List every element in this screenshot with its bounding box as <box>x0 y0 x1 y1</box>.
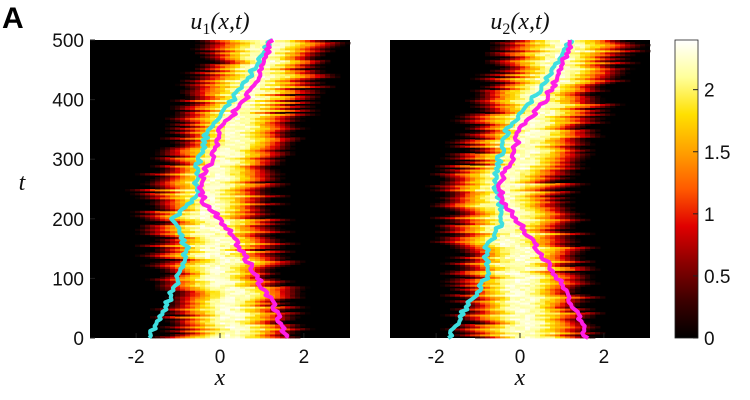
x-tick-label: 0 <box>515 347 526 368</box>
y-tick-label: 500 <box>52 31 84 52</box>
colorbar-tick-label: 0.5 <box>704 267 730 288</box>
y-tick-label: 300 <box>52 150 84 171</box>
panel1-ylabel: t <box>19 170 27 196</box>
panel1-x-ticks: -2 0 2 <box>128 333 309 368</box>
panel1-y-ticks: 0 100 200 300 400 500 <box>52 31 95 350</box>
track-magenta <box>197 38 290 339</box>
panel-letter: A <box>2 2 24 35</box>
y-tick-label: 200 <box>52 210 84 231</box>
x-tick-label: -2 <box>428 347 445 368</box>
x-tick-label: 2 <box>599 347 610 368</box>
y-tick-label: 100 <box>52 269 84 290</box>
panel2-title: u2(x,t) <box>490 9 549 38</box>
track-magenta <box>496 39 590 340</box>
panel1-heatmap <box>90 38 351 340</box>
track-cyan <box>147 38 274 340</box>
panel1-title: u1(x,t) <box>190 9 249 38</box>
x-tick-label: -2 <box>128 347 145 368</box>
colorbar: 0 0.5 1 1.5 2 <box>674 39 730 350</box>
colorbar-tick-label: 1 <box>704 205 715 226</box>
colorbar-gradient <box>674 39 699 339</box>
track-cyan <box>447 39 575 340</box>
y-tick-label: 400 <box>52 91 84 112</box>
colorbar-tick-label: 2 <box>704 81 715 102</box>
colorbar-tick-label: 0 <box>704 329 715 350</box>
x-tick-label: 0 <box>215 347 226 368</box>
panel2-heatmap <box>390 39 651 340</box>
panel2-xlabel: x <box>514 365 526 391</box>
panel2-x-ticks: -2 0 2 <box>428 333 609 368</box>
colorbar-tick-label: 1.5 <box>704 143 730 164</box>
panel-u1: u1(x,t) 0 100 200 300 400 500 -2 0 2 x t <box>19 9 351 391</box>
y-tick-label: 0 <box>73 329 84 350</box>
panel1-xlabel: x <box>214 365 226 391</box>
panel-u2: u2(x,t) -2 0 2 x <box>390 9 651 391</box>
x-tick-label: 2 <box>299 347 310 368</box>
colorbar-ticks: 0 0.5 1 1.5 2 <box>693 81 730 350</box>
